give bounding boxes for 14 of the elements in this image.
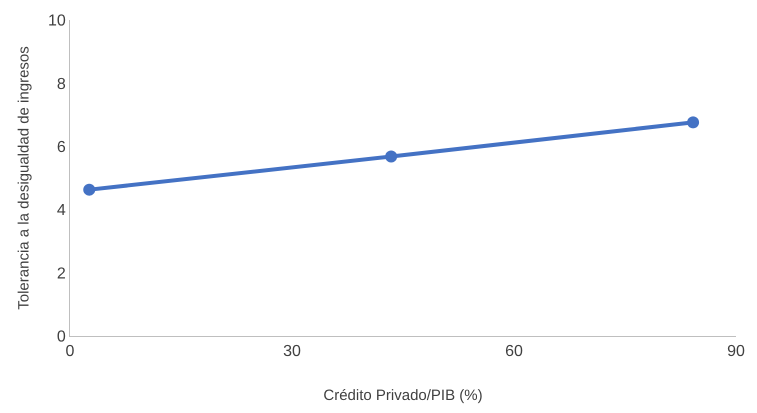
y-tick-label: 10	[48, 12, 66, 30]
y-tick-label: 2	[56, 265, 66, 282]
y-tick-label: 4	[56, 202, 66, 220]
point	[385, 150, 398, 163]
x-tick-label: 30	[283, 343, 301, 360]
point	[83, 184, 96, 196]
y-tick-label: 8	[56, 76, 66, 93]
y-tick-label: 0	[56, 328, 66, 346]
x-axis-title: Crédito Privado/PIB (%)	[323, 387, 483, 404]
x-tick-label: 90	[727, 343, 745, 360]
point	[687, 116, 700, 128]
y-axis-title: Tolerancia a la desigualdad de ingresos	[15, 46, 32, 310]
y-tick-label: 6	[56, 139, 66, 156]
x-tick-label: 60	[505, 343, 523, 360]
